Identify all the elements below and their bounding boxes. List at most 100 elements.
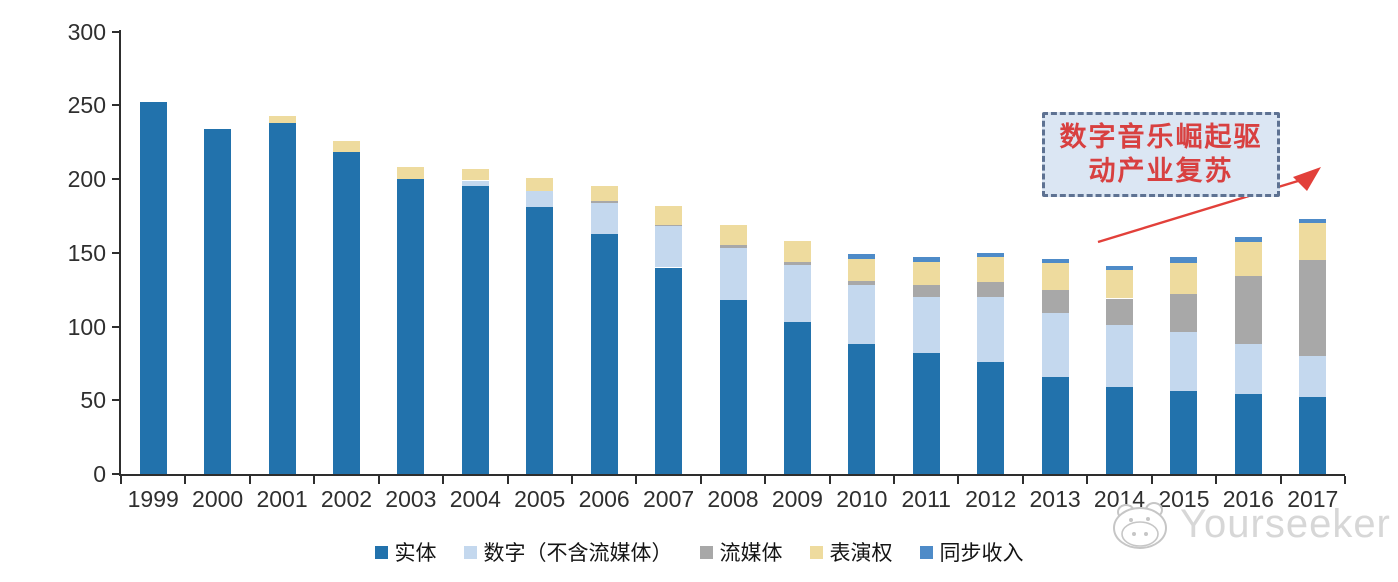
bar-segment-streaming xyxy=(848,280,876,286)
legend-swatch-performance-rights xyxy=(809,545,823,559)
x-tick xyxy=(313,476,316,484)
bar-segment-physical xyxy=(719,299,747,474)
x-tick-label: 2013 xyxy=(1029,486,1081,512)
y-tick-label: 250 xyxy=(67,92,106,119)
x-tick xyxy=(248,476,251,484)
bar-segment-digital-excl-streaming xyxy=(719,248,747,300)
x-tick-label: 2012 xyxy=(965,486,1017,512)
bar-segment-streaming xyxy=(912,285,940,297)
bar-segment-performance-rights xyxy=(526,177,554,191)
x-tick xyxy=(442,476,445,484)
y-tick-label: 200 xyxy=(67,166,106,192)
x-tick-label: 2003 xyxy=(385,486,437,512)
bar-segment-physical xyxy=(1106,387,1134,474)
bar-segment-digital-excl-streaming xyxy=(655,226,683,268)
bar-segment-digital-excl-streaming xyxy=(1041,313,1069,377)
bar-segment-streaming xyxy=(655,224,683,227)
y-tick xyxy=(112,473,120,475)
legend-label-streaming: 流媒体 xyxy=(719,541,783,565)
y-tick-label: 100 xyxy=(67,313,106,340)
bar-segment-performance-rights xyxy=(848,258,876,281)
bar-segment-sync xyxy=(1170,257,1198,264)
bar-segment-physical xyxy=(590,233,618,474)
x-tick xyxy=(377,476,380,484)
legend-swatch-sync xyxy=(919,545,933,559)
x-tick xyxy=(893,476,896,484)
bar-segment-sync xyxy=(912,257,940,262)
bar-segment-performance-rights xyxy=(461,168,489,181)
x-tick-label: 2001 xyxy=(256,486,308,512)
y-tick-label: 0 xyxy=(93,461,106,487)
bar-segment-performance-rights xyxy=(655,205,683,225)
bar-segment-performance-rights xyxy=(268,115,296,123)
legend-swatch-digital-excl-streaming xyxy=(463,545,477,559)
x-tick-label: 2017 xyxy=(1287,486,1339,512)
x-tick-label: 2000 xyxy=(192,486,244,512)
bar-segment-streaming xyxy=(719,245,747,249)
x-tick-label: 2007 xyxy=(642,486,695,512)
x-tick-label: 1999 xyxy=(127,486,179,512)
y-tick xyxy=(112,104,120,107)
x-tick-label: 2005 xyxy=(514,486,566,512)
bar-segment-physical xyxy=(526,207,554,474)
watermark-text: Yourseeker xyxy=(1180,502,1391,546)
bar-segment-performance-rights xyxy=(332,140,360,153)
x-tick xyxy=(764,476,767,484)
y-tick xyxy=(112,325,120,328)
bar-segment-physical xyxy=(268,122,296,474)
bar-segment-streaming xyxy=(783,261,811,265)
bar-segment-physical xyxy=(1299,397,1327,474)
bar-segment-physical xyxy=(204,128,232,474)
bar-segment-sync xyxy=(977,252,1005,258)
x-tick xyxy=(184,476,187,484)
x-axis-line xyxy=(119,474,1345,476)
bar-segment-sync xyxy=(1299,218,1327,224)
bar-segment-streaming xyxy=(977,282,1005,298)
legend-item-physical: 实体 xyxy=(374,537,437,567)
legend-label-digital-excl-streaming: 数字（不含流媒体） xyxy=(483,541,673,565)
bar-segment-digital-excl-streaming xyxy=(1234,344,1262,395)
legend-swatch-physical xyxy=(374,545,388,559)
bar-segment-digital-excl-streaming xyxy=(1106,325,1134,387)
legend-label-physical: 实体 xyxy=(394,541,437,565)
legend-item-streaming: 流媒体 xyxy=(699,537,783,567)
bar-segment-performance-rights xyxy=(977,257,1005,283)
x-tick xyxy=(699,476,702,484)
watermark: Yourseeker xyxy=(1096,498,1391,550)
bar-segment-physical xyxy=(1170,391,1198,474)
x-tick-label: 2004 xyxy=(449,486,501,512)
x-tick xyxy=(1279,476,1282,484)
bar-segment-performance-rights xyxy=(590,186,618,202)
bar-segment-performance-rights xyxy=(1106,270,1134,299)
bar-segment-performance-rights xyxy=(397,167,425,179)
bar-segment-physical xyxy=(912,353,940,475)
x-tick-label: 2006 xyxy=(578,486,630,512)
bar-segment-digital-excl-streaming xyxy=(783,264,811,322)
bar-segment-digital-excl-streaming xyxy=(977,297,1005,362)
bar-segment-streaming xyxy=(1299,260,1327,356)
legend-label-sync: 同步收入 xyxy=(939,541,1024,565)
x-tick xyxy=(957,476,960,484)
x-tick xyxy=(1150,476,1153,484)
bar-segment-performance-rights xyxy=(783,240,811,262)
x-tick xyxy=(1215,476,1218,484)
bar-segment-physical xyxy=(655,267,683,474)
x-tick-label: 2010 xyxy=(836,486,888,512)
x-tick xyxy=(828,476,831,484)
y-tick xyxy=(112,399,120,402)
bar-segment-sync xyxy=(1041,258,1069,263)
x-tick-label: 2002 xyxy=(320,486,373,512)
bar-segment-performance-rights xyxy=(912,261,940,286)
legend-swatch-streaming xyxy=(699,545,713,559)
legend-item-performance-rights: 表演权 xyxy=(809,537,893,567)
bar-segment-sync xyxy=(1106,266,1134,271)
bar-segment-streaming xyxy=(590,201,618,203)
x-tick xyxy=(635,476,638,484)
x-tick xyxy=(506,476,509,484)
x-tick-label: 2011 xyxy=(901,486,951,512)
bar-segment-streaming xyxy=(1106,298,1134,326)
y-axis-line xyxy=(119,30,121,476)
x-tick xyxy=(1021,476,1024,484)
y-tick xyxy=(112,178,120,180)
